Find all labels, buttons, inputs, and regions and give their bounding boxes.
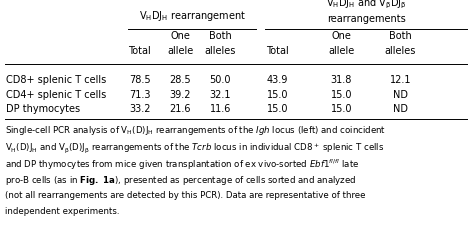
- Text: allele: allele: [328, 46, 355, 56]
- Text: ND: ND: [393, 104, 408, 114]
- Text: 32.1: 32.1: [210, 89, 231, 99]
- Text: alleles: alleles: [205, 46, 236, 56]
- Text: One: One: [331, 31, 351, 41]
- Text: 43.9: 43.9: [266, 74, 288, 84]
- Text: Both: Both: [209, 31, 232, 41]
- Text: 31.8: 31.8: [330, 74, 352, 84]
- Text: Single-cell PCR analysis of $\mathregular{V_H(D)J_H}$ rearrangements of the $\it: Single-cell PCR analysis of $\mathregula…: [5, 124, 386, 137]
- Text: 12.1: 12.1: [390, 74, 411, 84]
- Text: allele: allele: [167, 46, 193, 56]
- Text: independent experiments.: independent experiments.: [5, 207, 119, 215]
- Text: 28.5: 28.5: [169, 74, 191, 84]
- Text: 33.2: 33.2: [129, 104, 151, 114]
- Text: $\mathregular{V_H}$DJ$\mathregular{_H}$ rearrangement: $\mathregular{V_H}$DJ$\mathregular{_H}$ …: [138, 9, 246, 23]
- Text: (not all rearrangements are detected by this PCR). Data are representative of th: (not all rearrangements are detected by …: [5, 190, 365, 199]
- Text: 78.5: 78.5: [129, 74, 151, 84]
- Text: and DP thymocytes from mice given transplantation of ex vivo-sorted $\it{Ebf1}$$: and DP thymocytes from mice given transp…: [5, 157, 359, 171]
- Text: Both: Both: [389, 31, 412, 41]
- Text: 15.0: 15.0: [266, 104, 288, 114]
- Text: pro-B cells (as in $\mathbf{Fig.\ 1a}$), presented as percentage of cells sorted: pro-B cells (as in $\mathbf{Fig.\ 1a}$),…: [5, 173, 356, 186]
- Text: $\mathregular{V_H(D)J_H}$ and $\mathregular{V_\beta(D)J_\beta}$ rearrangements o: $\mathregular{V_H(D)J_H}$ and $\mathregu…: [5, 140, 384, 154]
- Text: One: One: [170, 31, 190, 41]
- Text: 39.2: 39.2: [169, 89, 191, 99]
- Text: CD8+ splenic T cells: CD8+ splenic T cells: [6, 74, 106, 84]
- Text: Total: Total: [128, 46, 151, 56]
- Text: 71.3: 71.3: [129, 89, 151, 99]
- Text: 11.6: 11.6: [210, 104, 231, 114]
- Text: CD4+ splenic T cells: CD4+ splenic T cells: [6, 89, 106, 99]
- Text: ND: ND: [393, 89, 408, 99]
- Text: alleles: alleles: [385, 46, 416, 56]
- Text: $\mathregular{V_H}$DJ$\mathregular{_H}$ and $\mathregular{V_\beta}$DJ$\mathregul: $\mathregular{V_H}$DJ$\mathregular{_H}$ …: [326, 0, 406, 24]
- Text: Total: Total: [266, 46, 289, 56]
- Text: 15.0: 15.0: [330, 89, 352, 99]
- Text: 15.0: 15.0: [330, 104, 352, 114]
- Text: 21.6: 21.6: [169, 104, 191, 114]
- Text: 15.0: 15.0: [266, 89, 288, 99]
- Text: 50.0: 50.0: [210, 74, 231, 84]
- Text: DP thymocytes: DP thymocytes: [6, 104, 80, 114]
